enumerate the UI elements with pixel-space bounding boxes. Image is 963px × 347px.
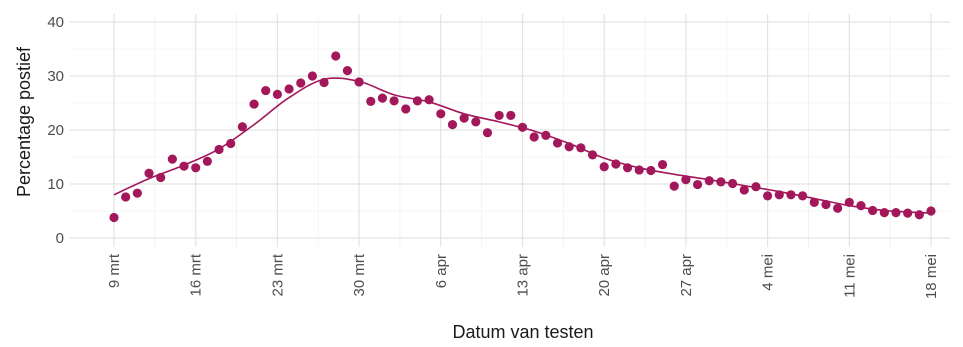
data-point xyxy=(657,159,668,170)
data-point xyxy=(132,188,142,198)
data-point xyxy=(634,165,644,175)
data-point xyxy=(833,203,843,213)
data-point xyxy=(214,144,224,155)
data-point xyxy=(342,66,353,76)
data-point xyxy=(727,178,738,189)
data-point xyxy=(868,205,878,216)
y-tick-label: 0 xyxy=(56,230,64,247)
data-point xyxy=(191,163,201,173)
data-point xyxy=(167,154,177,164)
data-point xyxy=(109,212,119,223)
data-point xyxy=(774,190,784,200)
data-point xyxy=(272,89,282,99)
data-point xyxy=(879,208,889,218)
data-point xyxy=(424,95,434,105)
y-axis-title: Percentage postief xyxy=(14,46,34,197)
data-point xyxy=(377,93,388,103)
x-tick-label: 9 mrt xyxy=(106,253,123,288)
data-point xyxy=(319,77,329,88)
data-points xyxy=(109,51,936,223)
data-point xyxy=(926,206,936,216)
data-point xyxy=(786,190,796,200)
data-point xyxy=(704,176,714,186)
data-point xyxy=(517,122,528,132)
data-point xyxy=(447,120,458,130)
data-point xyxy=(739,185,749,195)
data-point xyxy=(237,122,247,132)
data-point xyxy=(576,143,586,153)
data-point xyxy=(844,197,854,207)
data-point xyxy=(529,132,539,142)
data-point xyxy=(552,138,563,148)
data-point xyxy=(459,113,469,123)
data-point xyxy=(856,201,866,211)
data-point xyxy=(751,182,761,192)
data-point xyxy=(891,208,901,218)
data-point xyxy=(587,150,598,160)
data-point xyxy=(763,191,773,201)
data-point xyxy=(681,175,691,185)
data-point xyxy=(226,138,236,149)
data-point xyxy=(156,172,166,183)
y-tick-label: 20 xyxy=(47,122,64,139)
data-point xyxy=(179,161,189,171)
data-point xyxy=(249,99,259,109)
data-point xyxy=(692,179,703,190)
data-point xyxy=(494,110,504,121)
x-tick-label: 11 mei xyxy=(841,254,858,298)
x-tick-label: 23 mrt xyxy=(269,253,286,296)
data-point xyxy=(914,210,924,220)
data-point xyxy=(261,85,271,96)
data-point xyxy=(798,191,808,201)
data-point xyxy=(821,199,831,210)
data-point xyxy=(716,177,726,187)
x-axis-title: Datum van testen xyxy=(452,322,593,342)
data-point xyxy=(284,84,294,94)
data-point xyxy=(296,78,306,88)
data-point xyxy=(144,168,154,178)
x-tick-label: 20 apr xyxy=(596,254,613,297)
data-point xyxy=(366,96,376,106)
data-point xyxy=(564,142,574,152)
x-tick-label: 18 mei xyxy=(923,254,940,299)
data-point xyxy=(354,77,364,87)
data-point xyxy=(599,162,609,172)
data-point xyxy=(482,128,493,138)
x-tick-label: 16 mrt xyxy=(188,253,205,296)
x-tick-label: 30 mrt xyxy=(351,253,368,296)
data-point xyxy=(436,109,446,119)
data-point xyxy=(611,159,621,169)
data-point xyxy=(541,130,551,140)
x-tick-label: 13 apr xyxy=(515,254,532,297)
data-point xyxy=(401,104,411,114)
y-tick-label: 30 xyxy=(47,68,64,85)
data-point xyxy=(331,51,341,61)
data-point xyxy=(622,163,633,173)
x-tick-label: 4 mei xyxy=(760,254,777,291)
data-point xyxy=(471,117,481,127)
data-point xyxy=(389,96,399,106)
x-tick-label: 27 apr xyxy=(678,254,695,297)
data-point xyxy=(809,197,819,207)
data-point xyxy=(202,156,212,166)
data-point xyxy=(121,192,131,202)
y-tick-label: 10 xyxy=(47,176,64,193)
data-point xyxy=(506,110,516,121)
data-point xyxy=(412,96,423,106)
data-point xyxy=(646,165,656,176)
x-tick-label: 6 apr xyxy=(433,254,450,288)
x-tick-labels: 9 mrt 16 mrt 23 mrt 30 mrt 6 apr 13 apr 20 apr… xyxy=(106,253,940,299)
data-point xyxy=(669,181,679,191)
data-point xyxy=(307,71,318,81)
y-tick-label: 40 xyxy=(47,14,64,31)
data-point xyxy=(903,208,913,218)
grid xyxy=(70,14,950,247)
y-tick-labels: 0 10 20 30 40 xyxy=(47,14,64,247)
